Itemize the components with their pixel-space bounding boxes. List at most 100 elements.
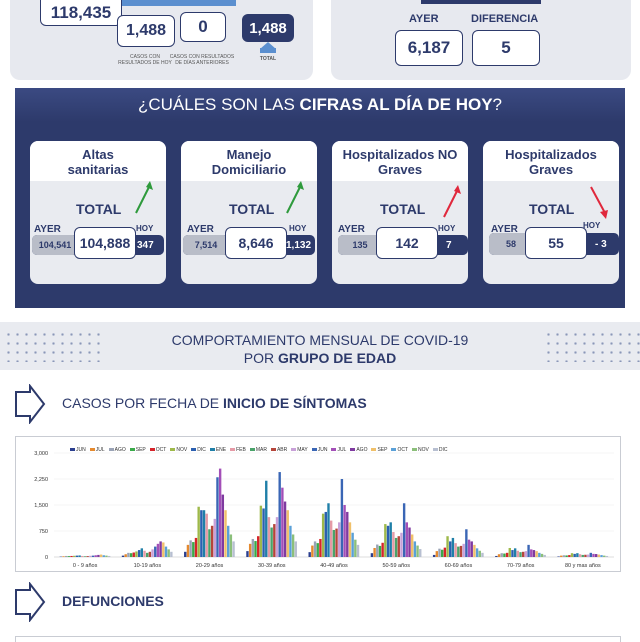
bar [276, 517, 278, 557]
bar [257, 536, 259, 557]
cifras-title-suffix: ? [493, 95, 502, 115]
bar [535, 551, 537, 557]
bar [519, 552, 521, 557]
section-arrow-icon [14, 384, 46, 424]
bar [498, 554, 500, 557]
cifras-title-bold: CIFRAS AL DÍA DE HOY [300, 95, 493, 115]
cifras-section: ¿CUÁLES SON LAS CIFRAS AL DÍA DE HOY ? A… [15, 88, 625, 308]
bar [452, 538, 454, 557]
top-right-panel: AYER DIFERENCIA 6,187 5 [331, 0, 631, 80]
ayer-box: 6,187 [395, 30, 463, 66]
trend-down-icon [589, 185, 609, 219]
bar [501, 553, 503, 557]
bar [354, 540, 356, 557]
bar [606, 556, 608, 557]
bar [100, 555, 102, 557]
bar [387, 526, 389, 557]
top-left-panel: 118,435 1,488 CASOS CON RESULTADOS DE HO… [10, 0, 313, 80]
bar [392, 532, 394, 557]
hoy-value: 347 [137, 240, 154, 251]
bar [219, 469, 221, 557]
bar [341, 479, 343, 557]
bar [65, 556, 67, 557]
bar [495, 556, 497, 557]
card-title: Manejo Domiciliario [181, 141, 317, 181]
y-tick-label: 3,000 [34, 451, 48, 457]
ayer-pill: 7,514 [183, 235, 229, 255]
total-hoy-box: 1,488 [242, 14, 294, 42]
total-value: 55 [548, 235, 564, 251]
bar [141, 548, 143, 557]
x-tick-label: 70-79 años [507, 563, 535, 569]
bar [292, 534, 294, 557]
bar [289, 526, 291, 557]
total-value: 104,888 [80, 235, 131, 251]
bar [159, 541, 161, 557]
comportamiento-banner: COMPORTAMIENTO MENSUAL DE COVID-19 POR G… [0, 322, 640, 370]
top-right-navy-strip [421, 0, 541, 4]
bar [308, 552, 310, 557]
bar [157, 544, 159, 557]
bar [311, 546, 313, 557]
bar [260, 506, 262, 557]
hoy-value: 7 [446, 240, 452, 251]
diferencia-box: 5 [472, 30, 540, 66]
total-caption: TOTAL [242, 56, 294, 62]
casos-title-prefix: CASOS POR FECHA DE [62, 395, 223, 411]
ayer-label: AYER [187, 224, 214, 235]
bar [454, 543, 456, 557]
bar [603, 556, 605, 557]
bar [208, 529, 210, 557]
bar [390, 522, 392, 557]
bar [571, 553, 573, 557]
total-value: 142 [395, 235, 418, 251]
bar [592, 554, 594, 557]
bar [343, 505, 345, 557]
ayer-label: AYER [409, 13, 439, 25]
bar [376, 545, 378, 557]
y-tick-label: 0 [45, 555, 48, 561]
ayer-value: 7,514 [195, 240, 218, 250]
bar [108, 556, 110, 557]
hoy-value: - 3 [595, 239, 607, 250]
x-tick-label: 80 y mas años [565, 563, 601, 569]
bar [167, 549, 169, 557]
bar [527, 545, 529, 557]
bar [514, 548, 516, 557]
bar [89, 556, 91, 557]
bar [543, 555, 545, 557]
bar [216, 477, 218, 557]
bar [433, 555, 435, 557]
top-left-blue-strip [118, 0, 236, 6]
bar [105, 556, 107, 557]
cifras-title-band: ¿CUÁLES SON LAS CIFRAS AL DÍA DE HOY ? [15, 88, 625, 122]
diferencia-value: 5 [501, 38, 510, 58]
total-box: 142 [376, 227, 438, 259]
bar [86, 556, 88, 557]
bar [557, 556, 559, 557]
bar [587, 555, 589, 557]
hoy-label: HOY [289, 224, 306, 233]
bar [232, 541, 234, 557]
bar [398, 536, 400, 557]
x-tick-label: 0 - 9 años [73, 563, 98, 569]
defunciones-arrow-icon [14, 582, 46, 622]
total-acumulado-box: 118,435 [40, 0, 122, 26]
comportamiento-line2: POR GRUPO DE EDAD [0, 350, 640, 366]
bar [468, 540, 470, 557]
bar [330, 521, 332, 557]
bar [230, 534, 232, 557]
total-label: TOTAL [76, 201, 121, 217]
ayer-value: 58 [506, 239, 516, 249]
bar [70, 556, 72, 557]
bar [598, 555, 600, 557]
bar [568, 555, 570, 557]
bar [95, 555, 97, 557]
bar [322, 514, 324, 557]
bar [222, 495, 224, 557]
bar [541, 554, 543, 557]
bar [503, 554, 505, 557]
bar [273, 524, 275, 557]
bar [408, 528, 410, 557]
